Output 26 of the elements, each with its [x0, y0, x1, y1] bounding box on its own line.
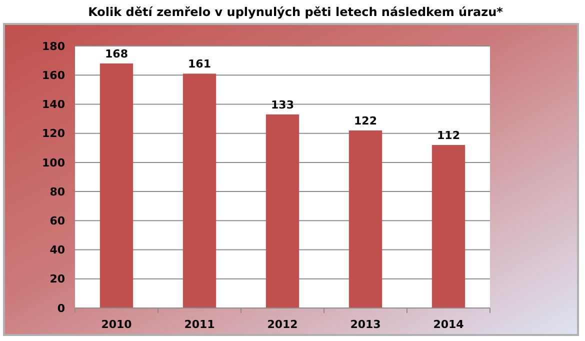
y-tick-label: 0 — [57, 302, 66, 315]
y-tick-label: 60 — [50, 214, 66, 228]
x-tick-label: 2010 — [101, 318, 132, 331]
y-tick-label: 20 — [50, 272, 66, 286]
y-tick-label: 160 — [42, 68, 66, 82]
y-tick-label: 120 — [42, 127, 66, 140]
data-label: 168 — [105, 47, 128, 60]
data-label: 133 — [271, 98, 294, 112]
y-tick-label: 180 — [42, 40, 66, 53]
x-tick-label: 2011 — [184, 318, 215, 331]
data-label: 161 — [188, 58, 211, 71]
data-label: 112 — [437, 128, 460, 142]
chart-title: Kolik dětí zemřelo v uplynulých pěti letech následkem úrazu* — [88, 5, 504, 19]
x-tick-label: 2012 — [267, 318, 298, 331]
y-tick-label: 140 — [42, 98, 66, 112]
bar — [182, 74, 216, 308]
bar — [100, 63, 134, 308]
y-tick-label: 80 — [50, 185, 66, 198]
y-tick-label: 40 — [50, 244, 66, 257]
bar — [266, 114, 300, 308]
y-tick-label: 100 — [42, 156, 66, 170]
data-label: 122 — [354, 114, 377, 128]
bar — [348, 130, 382, 308]
x-tick-label: 2013 — [350, 318, 381, 331]
bar — [432, 144, 466, 308]
x-tick-label: 2014 — [433, 318, 464, 331]
